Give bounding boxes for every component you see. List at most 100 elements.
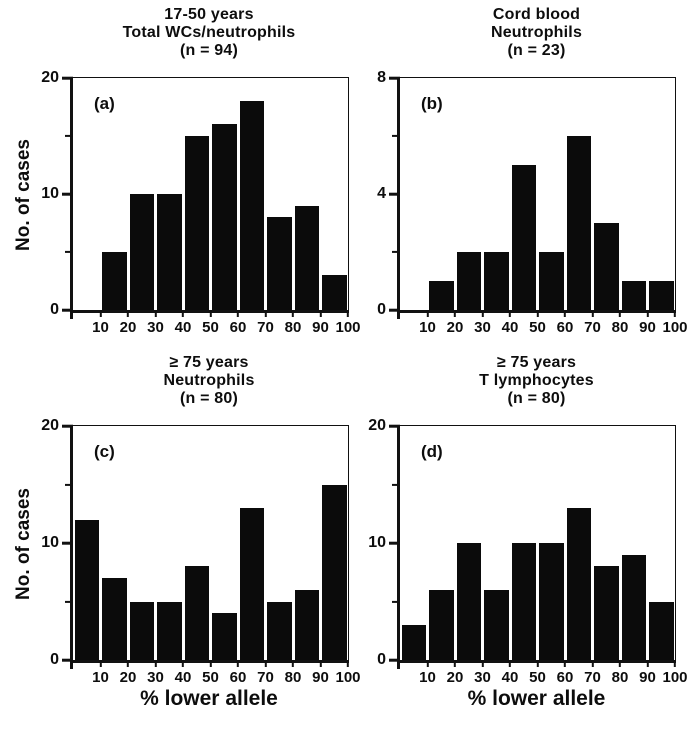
x-tick-label-30: 30	[474, 669, 491, 686]
panel-c-y-axis-title: No. of cases	[13, 488, 34, 600]
y-tick-label-8: 8	[377, 69, 386, 86]
x-tick-label-40: 40	[174, 319, 192, 336]
x-tick-label-70: 70	[257, 319, 274, 336]
axis-corner-stub	[397, 662, 400, 669]
panel-b-title-line-2: Neutrophils	[490, 24, 583, 41]
bar-10-20	[102, 252, 127, 310]
bar-90-100	[649, 601, 674, 660]
x-tick-label-10: 10	[92, 669, 109, 686]
x-tick-50	[536, 310, 539, 317]
y-major-tick-4	[389, 192, 400, 196]
y-minor-tick-6	[392, 134, 400, 138]
x-tick-80	[618, 310, 622, 317]
x-tick-90	[319, 310, 322, 317]
x-tick-100	[673, 310, 677, 317]
panel-d-title: ≥ 75 years T lymphocytes (n = 80)	[397, 354, 676, 408]
x-tick-label-40: 40	[501, 669, 519, 686]
y-minor-tick-5	[65, 250, 73, 254]
panel-c-title: ≥ 75 years Neutrophils (n = 80)	[70, 354, 348, 408]
x-tick-90	[646, 310, 649, 317]
bar-30-40	[157, 601, 182, 660]
axis-corner-stub	[70, 312, 73, 319]
x-tick-label-20: 20	[446, 669, 464, 686]
y-tick-label-10: 10	[41, 185, 59, 202]
panel-d-title-line-1: ≥ 75 years	[496, 354, 577, 371]
x-tick-label-50: 50	[529, 669, 546, 686]
x-tick-70	[264, 660, 267, 667]
x-tick-label-60: 60	[556, 319, 574, 336]
bar-10-20	[429, 589, 454, 660]
x-tick-40	[181, 660, 185, 667]
y-major-tick-20	[62, 76, 73, 80]
bar-90-100	[322, 275, 347, 310]
panel-c-x-axis-title: % lower allele	[140, 687, 278, 710]
x-tick-label-80: 80	[611, 319, 629, 336]
y-tick-label-0: 0	[50, 301, 59, 318]
bar-40-50	[511, 543, 536, 660]
x-tick-label-70: 70	[584, 669, 601, 686]
x-tick-label-100: 100	[662, 669, 688, 686]
x-tick-70	[264, 310, 267, 317]
x-tick-100	[346, 660, 350, 667]
panel-b-letter: (b)	[421, 94, 443, 113]
panel-a-y-axis-title: No. of cases	[13, 139, 34, 251]
x-tick-label-80: 80	[611, 669, 629, 686]
x-tick-label-50: 50	[202, 669, 219, 686]
panel-c-title-line-2: Neutrophils	[163, 372, 255, 389]
x-tick-70	[591, 660, 594, 667]
bar-80-90	[294, 589, 319, 660]
bar-0-10	[74, 519, 99, 660]
x-tick-label-50: 50	[202, 319, 219, 336]
panel-d-title-line-3: (n = 80)	[507, 390, 566, 407]
x-tick-label-40: 40	[174, 669, 192, 686]
bar-20-30	[129, 601, 154, 660]
x-tick-20	[126, 660, 130, 667]
y-minor-tick-5	[392, 600, 400, 603]
y-minor-tick-15	[65, 134, 73, 138]
bar-10-20	[102, 578, 127, 660]
x-tick-label-50: 50	[529, 319, 546, 336]
panel-d-plot-area: (d) 0 10 20 10 20 30 40 50 60 70 80 90 100	[368, 418, 687, 686]
bar-50-60	[212, 124, 237, 310]
x-tick-50	[536, 660, 539, 667]
x-tick-label-100: 100	[662, 319, 688, 336]
x-tick-label-20: 20	[119, 669, 137, 686]
x-tick-80	[291, 660, 295, 667]
y-major-tick-0	[389, 658, 400, 662]
x-tick-30	[481, 660, 484, 667]
x-tick-label-10: 10	[92, 319, 109, 336]
panel-a-title-line-1: 17-50 years	[164, 6, 254, 23]
bar-30-40	[484, 252, 509, 310]
x-tick-label-40: 40	[501, 319, 519, 336]
bar-40-50	[184, 566, 209, 660]
x-tick-60	[236, 660, 240, 667]
bar-50-60	[539, 543, 564, 660]
y-tick-label-0: 0	[377, 301, 386, 318]
x-tick-30	[481, 310, 484, 317]
panel-a-letter: (a)	[94, 94, 115, 113]
y-major-tick-20	[62, 424, 73, 428]
x-tick-80	[291, 310, 295, 317]
y-major-tick-10	[62, 541, 73, 545]
bar-50-60	[539, 252, 564, 310]
panel-b-plot-area: (b) 0 4 8 10 20 30 40 50 60 70 80 90 100	[377, 70, 687, 336]
x-tick-label-100: 100	[335, 669, 361, 686]
x-tick-label-100: 100	[335, 319, 361, 336]
bar-0-10	[401, 624, 426, 660]
panel-b-title-line-1: Cord blood	[492, 6, 581, 23]
x-tick-label-70: 70	[257, 669, 274, 686]
panel-a-plot-area: (a) 0 10 20 10 20 30 40 50 60 70 80 90 100	[41, 70, 360, 336]
x-tick-label-80: 80	[284, 319, 302, 336]
axis-corner-stub	[70, 662, 73, 669]
x-tick-40	[508, 660, 512, 667]
x-tick-40	[508, 310, 512, 317]
bar-60-70	[566, 507, 591, 660]
bar-40-50	[511, 165, 536, 310]
x-tick-label-90: 90	[639, 319, 656, 336]
bar-90-100	[649, 281, 674, 310]
y-tick-label-20: 20	[41, 417, 59, 434]
panel-d-letter: (d)	[421, 442, 443, 461]
x-tick-90	[646, 660, 649, 667]
x-tick-label-60: 60	[229, 319, 247, 336]
y-major-tick-10	[62, 192, 73, 196]
